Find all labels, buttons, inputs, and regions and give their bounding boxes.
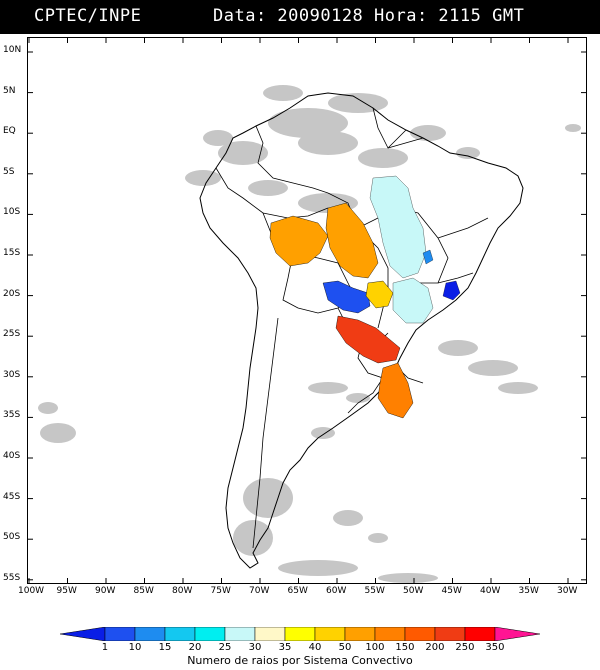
legend-swatch xyxy=(284,627,316,641)
lat-label: 35S xyxy=(3,410,21,421)
legend-swatch xyxy=(224,627,256,641)
lon-label: 50W xyxy=(403,586,424,596)
legend-value: 15 xyxy=(158,642,172,653)
legend-value: 200 xyxy=(425,642,445,653)
legend-swatch xyxy=(254,627,286,641)
lat-label: 40S xyxy=(3,451,21,461)
lon-label: 60W xyxy=(326,586,347,596)
legend-swatch xyxy=(164,627,196,641)
legend-swatch xyxy=(60,627,106,641)
system-orange-west xyxy=(269,215,329,267)
lat-label: 10N xyxy=(3,45,22,55)
system-yellow xyxy=(365,280,394,309)
lon-label: 90W xyxy=(95,586,116,596)
system-blue-center xyxy=(322,280,371,314)
lat-label: 5N xyxy=(3,85,16,96)
system-cyan-east xyxy=(392,277,434,324)
system-orange-southeast xyxy=(377,362,414,419)
legend-value: 25 xyxy=(218,642,232,653)
legend-swatch xyxy=(434,627,466,641)
lat-label: 45S xyxy=(3,491,21,502)
legend-value: 100 xyxy=(365,642,385,653)
lon-label: 100W xyxy=(18,586,45,596)
legend-value: 30 xyxy=(248,642,262,653)
system-orange-central xyxy=(325,202,379,279)
lat-label: 25S xyxy=(3,329,21,340)
lat-label: 15S xyxy=(3,248,21,258)
legend-swatch xyxy=(314,627,346,641)
legend-swatch xyxy=(494,627,540,641)
lon-label: 40W xyxy=(480,586,501,596)
legend-swatch xyxy=(344,627,376,641)
legend-title: Numero de raios por Sistema Convectivo xyxy=(187,654,413,667)
lat-label: EQ xyxy=(3,126,16,137)
south-america-map xyxy=(28,38,586,583)
legend-value: 10 xyxy=(128,642,142,653)
lat-label: 30S xyxy=(3,369,21,380)
agency-label: CPTEC/INPE xyxy=(34,6,142,26)
legend-value: 1 xyxy=(101,642,109,653)
lon-label: 45W xyxy=(441,586,462,596)
lat-label: 55S xyxy=(3,572,21,583)
lon-label: 80W xyxy=(172,586,193,596)
lat-label: 20S xyxy=(3,288,21,299)
lon-label: 95W xyxy=(56,586,77,596)
system-blue-east xyxy=(442,280,461,301)
legend-value: 40 xyxy=(308,642,322,653)
lon-label: 55W xyxy=(364,586,385,596)
legend-value: 150 xyxy=(395,642,415,653)
lon-label: 35W xyxy=(518,586,539,596)
frame-ticks xyxy=(28,38,586,583)
lat-label: 50S xyxy=(3,532,21,543)
header-bar: CPTEC/INPE Data: 20090128 Hora: 2115 GMT xyxy=(0,0,600,34)
legend-value: 50 xyxy=(338,642,352,653)
legend-swatch xyxy=(104,627,136,641)
legend-value: 20 xyxy=(188,642,202,653)
convective-systems xyxy=(269,175,461,419)
lon-label: 75W xyxy=(210,586,231,596)
lon-label: 30W xyxy=(557,586,578,596)
legend-value: 250 xyxy=(455,642,475,653)
datetime-label: Data: 20090128 Hora: 2115 GMT xyxy=(213,6,525,26)
legend-swatch xyxy=(404,627,436,641)
map-frame xyxy=(27,37,587,584)
lon-label: 70W xyxy=(249,586,270,596)
legend-swatch xyxy=(134,627,166,641)
legend-swatch xyxy=(194,627,226,641)
legend-swatch xyxy=(374,627,406,641)
system-red-south xyxy=(335,315,401,364)
system-blue-small xyxy=(422,249,434,265)
lat-label: 5S xyxy=(3,166,15,177)
legend-value: 35 xyxy=(278,642,292,653)
lon-label: 65W xyxy=(287,586,308,596)
legend-swatch xyxy=(464,627,496,641)
system-cyan-northeast xyxy=(369,175,427,279)
legend-value: 350 xyxy=(485,642,505,653)
continent-outline xyxy=(199,92,524,569)
lon-label: 85W xyxy=(133,586,154,596)
cloud-cover xyxy=(38,85,581,583)
lat-label: 10S xyxy=(3,207,21,218)
legend-colorbar xyxy=(60,627,540,641)
